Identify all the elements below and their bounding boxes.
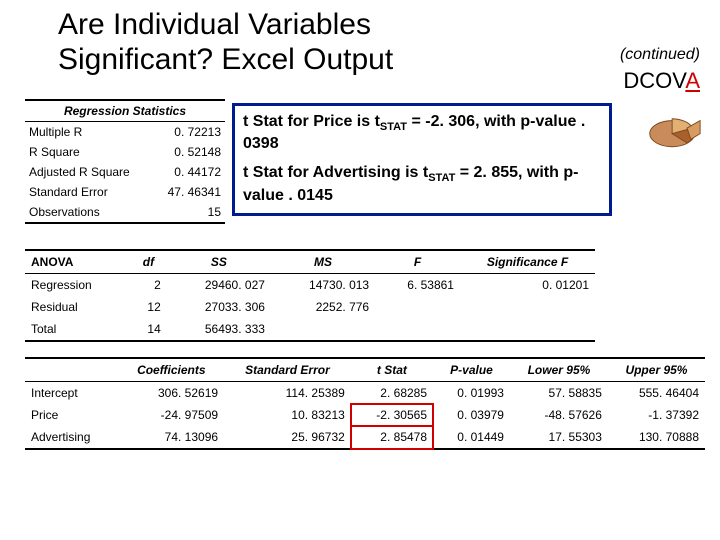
pie-chart-icon — [646, 105, 702, 153]
anova-cell — [460, 318, 595, 341]
continued-label: (continued) — [620, 46, 700, 64]
regstats-row: Observations15 — [25, 202, 225, 223]
coef-cell: Intercept — [25, 382, 119, 405]
coef-cell: 306. 52619 — [119, 382, 224, 405]
dcova-label: DCOVA — [623, 68, 700, 94]
coef-cell: 130. 70888 — [608, 426, 705, 449]
anova-header-cell: ANOVA — [25, 250, 130, 274]
coef-cell: -2. 30565 — [351, 404, 433, 426]
coef-header-cell: P-value — [433, 358, 510, 382]
coef-cell: 25. 96732 — [224, 426, 351, 449]
anova-header-cell: SS — [167, 250, 271, 274]
regstats-row: Standard Error47. 46341 — [25, 182, 225, 202]
anova-cell — [375, 318, 460, 341]
anova-cell: 27033. 306 — [167, 296, 271, 318]
coef-cell: -1. 37392 — [608, 404, 705, 426]
anova-row: Residual1227033. 3062252. 776 — [25, 296, 595, 318]
anova-cell — [271, 318, 375, 341]
title-line-2: Significant? Excel Output — [58, 43, 393, 76]
coef-cell: 555. 46404 — [608, 382, 705, 405]
coef-header-cell: Standard Error — [224, 358, 351, 382]
coef-row: Price-24. 9750910. 83213-2. 305650. 0397… — [25, 404, 705, 426]
regstats-label: Multiple R — [25, 122, 153, 143]
regstats-label: Observations — [25, 202, 153, 223]
regstats-value: 15 — [153, 202, 225, 223]
anova-cell: Residual — [25, 296, 130, 318]
coef-cell: 57. 58835 — [510, 382, 608, 405]
anova-cell: 14730. 013 — [271, 274, 375, 297]
regstats-value: 0. 44172 — [153, 162, 225, 182]
anova-cell: 29460. 027 — [167, 274, 271, 297]
coefficients-table: CoefficientsStandard Errort StatP-valueL… — [25, 357, 705, 450]
coef-cell: -48. 57626 — [510, 404, 608, 426]
regstats-label: R Square — [25, 142, 153, 162]
anova-row: Total1456493. 333 — [25, 318, 595, 341]
coef-cell: 0. 01993 — [433, 382, 510, 405]
anova-cell: 12 — [130, 296, 167, 318]
coef-header-cell: t Stat — [351, 358, 433, 382]
anova-cell: 0. 01201 — [460, 274, 595, 297]
anova-cell: 14 — [130, 318, 167, 341]
anova-row: Regression229460. 02714730. 0136. 538610… — [25, 274, 595, 297]
regstats-row: Adjusted R Square0. 44172 — [25, 162, 225, 182]
regstats-value: 47. 46341 — [153, 182, 225, 202]
callout-p1: t Stat for Price is tSTAT = -2. 306, wit… — [243, 112, 601, 155]
anova-cell: 6. 53861 — [375, 274, 460, 297]
anova-cell: Regression — [25, 274, 130, 297]
regression-statistics-table: Regression Statistics Multiple R0. 72213… — [25, 99, 225, 224]
anova-header-cell: df — [130, 250, 167, 274]
anova-header-cell: Significance F — [460, 250, 595, 274]
coef-header-cell: Coefficients — [119, 358, 224, 382]
anova-table: ANOVAdfSSMSFSignificance F Regression229… — [25, 249, 595, 342]
coef-cell: 2. 85478 — [351, 426, 433, 449]
coef-cell: 10. 83213 — [224, 404, 351, 426]
regstats-label: Adjusted R Square — [25, 162, 153, 182]
regstats-header: Regression Statistics — [25, 100, 225, 122]
coef-cell: 114. 25389 — [224, 382, 351, 405]
dcova-prefix: DCOV — [623, 68, 685, 93]
anova-header-cell: MS — [271, 250, 375, 274]
coef-header-cell: Upper 95% — [608, 358, 705, 382]
callout-box: t Stat for Price is tSTAT = -2. 306, wit… — [232, 103, 612, 216]
regstats-value: 0. 52148 — [153, 142, 225, 162]
anova-cell: 2 — [130, 274, 167, 297]
anova-header-cell: F — [375, 250, 460, 274]
coef-header-cell — [25, 358, 119, 382]
regstats-row: R Square0. 52148 — [25, 142, 225, 162]
coef-cell: -24. 97509 — [119, 404, 224, 426]
coef-cell: Advertising — [25, 426, 119, 449]
regstats-label: Standard Error — [25, 182, 153, 202]
coef-cell: 2. 68285 — [351, 382, 433, 405]
coef-cell: Price — [25, 404, 119, 426]
anova-cell: 56493. 333 — [167, 318, 271, 341]
coef-cell: 0. 03979 — [433, 404, 510, 426]
coef-header-cell: Lower 95% — [510, 358, 608, 382]
coef-row: Advertising74. 1309625. 967322. 854780. … — [25, 426, 705, 449]
anova-cell — [460, 296, 595, 318]
title-line-1: Are Individual Variables — [58, 8, 371, 41]
anova-cell: 2252. 776 — [271, 296, 375, 318]
regstats-row: Multiple R0. 72213 — [25, 122, 225, 143]
coef-cell: 0. 01449 — [433, 426, 510, 449]
page-title: Are Individual Variables Significant? Ex… — [58, 8, 720, 77]
callout-p2: t Stat for Advertising is tSTAT = 2. 855… — [243, 163, 601, 206]
regstats-value: 0. 72213 — [153, 122, 225, 143]
coef-row: Intercept306. 52619114. 253892. 682850. … — [25, 382, 705, 405]
anova-cell: Total — [25, 318, 130, 341]
coef-cell: 17. 55303 — [510, 426, 608, 449]
dcova-a: A — [685, 68, 700, 93]
anova-cell — [375, 296, 460, 318]
coef-cell: 74. 13096 — [119, 426, 224, 449]
